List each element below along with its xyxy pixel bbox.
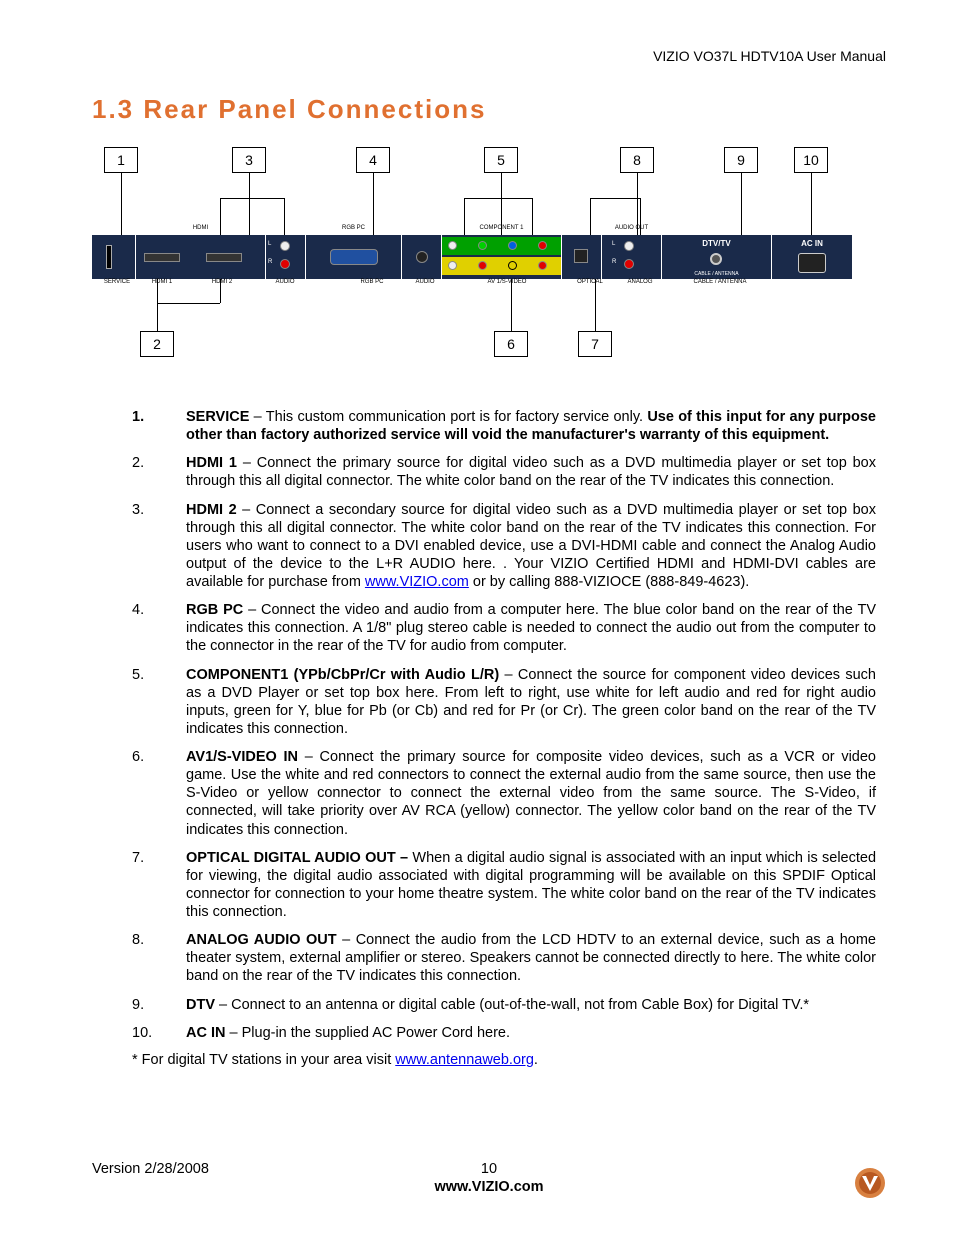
callout-box: 9 [724, 147, 758, 173]
port-label: AUDIO [410, 279, 440, 285]
callout-box: 1 [104, 147, 138, 173]
antennaweb-link[interactable]: www.antennaweb.org [395, 1052, 534, 1068]
callout-box: 8 [620, 147, 654, 173]
connection-item: 4.RGB PC – Connect the video and audio f… [132, 601, 876, 655]
connection-item: 8.ANALOG AUDIO OUT – Connect the audio f… [132, 931, 876, 985]
callout-box: 10 [794, 147, 828, 173]
callout-box: 6 [494, 331, 528, 357]
connection-item: 1.SERVICE – This custom communication po… [132, 408, 876, 444]
connection-item: 2.HDMI 1 – Connect the primary source fo… [132, 454, 876, 490]
vizio-logo-icon [854, 1167, 886, 1199]
callout-box: 3 [232, 147, 266, 173]
connection-item: 10.AC IN – Plug-in the supplied AC Power… [132, 1024, 876, 1042]
connection-item: 7.OPTICAL DIGITAL AUDIO OUT – When a dig… [132, 849, 876, 922]
port-label: HDMI 2 [202, 279, 242, 285]
port-label: AV 1/S-VIDEO [462, 279, 552, 285]
panel-strip: HDMI L R RGB PC COMPONENT 1 [92, 235, 852, 279]
port-label: RGB PC [352, 279, 392, 285]
callout-box: 4 [356, 147, 390, 173]
port-label: ANALOG [620, 279, 660, 285]
footnote: * For digital TV stations in your area v… [132, 1052, 886, 1068]
connection-item: 5.COMPONENT1 (YPb/CbPr/Cr with Audio L/R… [132, 666, 876, 739]
port-label: OPTICAL [570, 279, 610, 285]
port-label: HDMI 1 [142, 279, 182, 285]
page-header: VIZIO VO37L HDTV10A User Manual [92, 48, 886, 64]
vizio-link[interactable]: www.VIZIO.com [365, 574, 469, 590]
callout-box: 2 [140, 331, 174, 357]
port-label: CABLE / ANTENNA [680, 279, 760, 285]
footer-page-number: 10 [92, 1161, 886, 1177]
footer-url: www.VIZIO.com [92, 1179, 886, 1195]
rear-panel-diagram: 1 3 4 5 8 9 10 HDMI L R RGB PC COMPONENT 1 [92, 143, 852, 378]
port-label: AUDIO [270, 279, 300, 285]
port-label: SERVICE [98, 279, 136, 285]
section-title: 1.3 Rear Panel Connections [92, 94, 886, 125]
connection-item: 3.HDMI 2 – Connect a secondary source fo… [132, 501, 876, 592]
callout-box: 7 [578, 331, 612, 357]
connection-item: 9.DTV – Connect to an antenna or digital… [132, 996, 876, 1014]
connection-item: 6.AV1/S-VIDEO IN – Connect the primary s… [132, 748, 876, 839]
connections-list: 1.SERVICE – This custom communication po… [132, 408, 876, 1042]
callout-box: 5 [484, 147, 518, 173]
